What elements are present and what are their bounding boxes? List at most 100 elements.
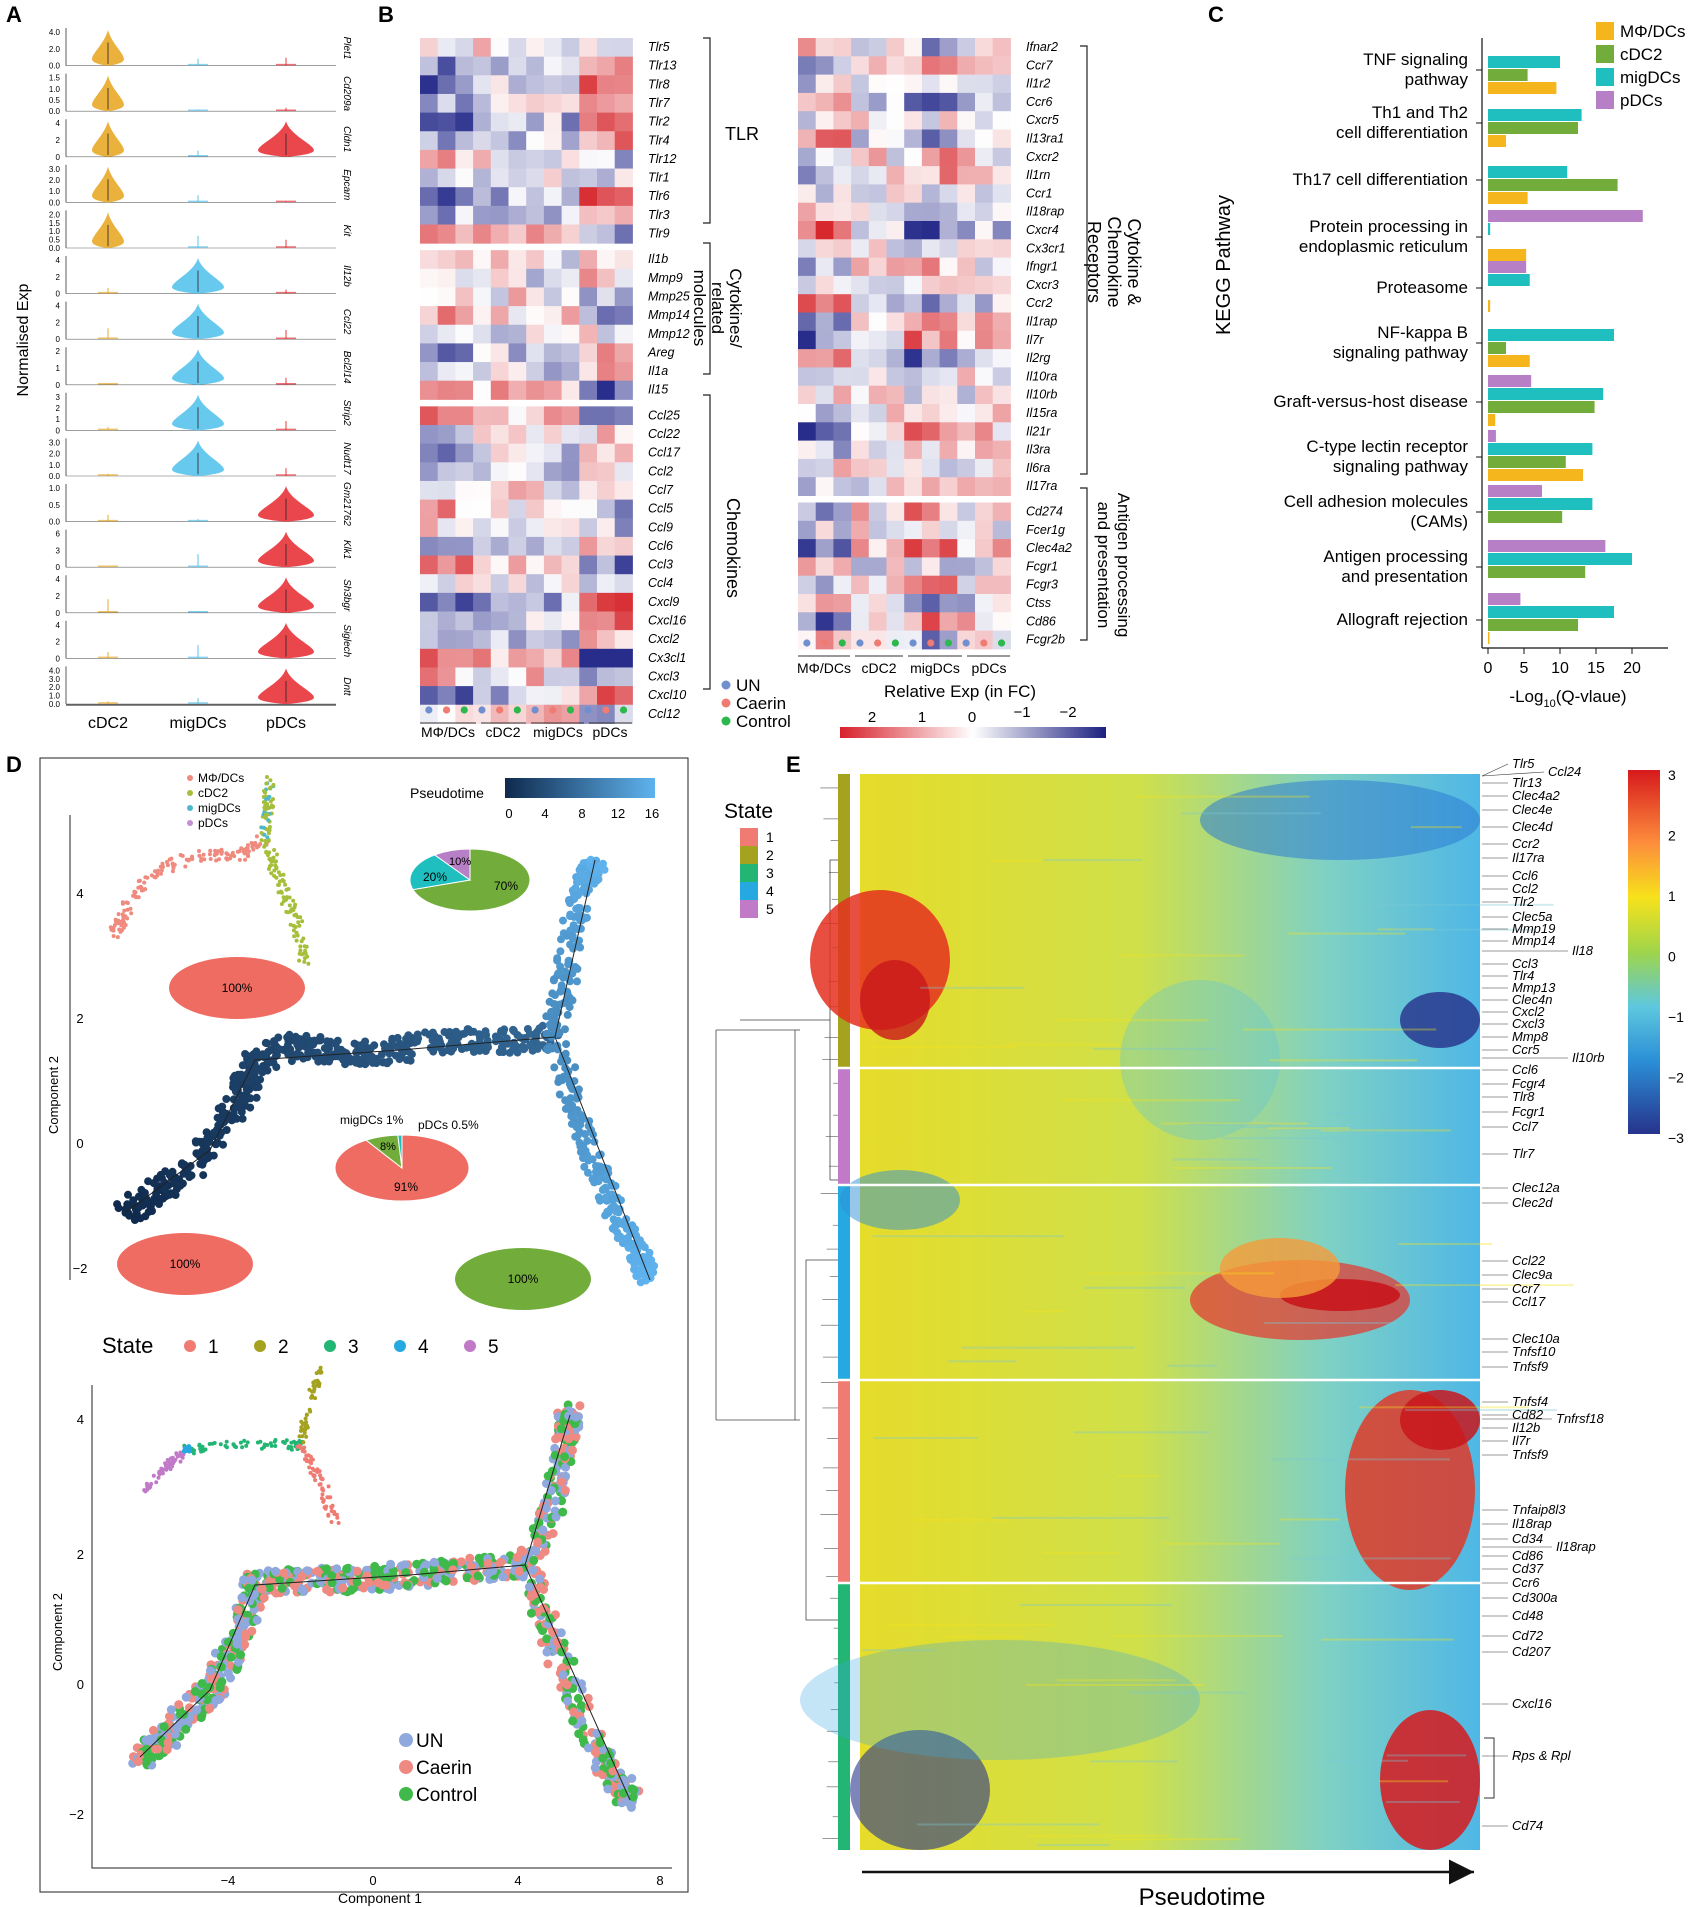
kegg-bar-cDC2 <box>1488 69 1528 81</box>
e-gene-label: Tlr2 <box>1512 894 1535 909</box>
bottom-legend-un: UN <box>416 1731 443 1752</box>
heat-cell <box>939 422 958 442</box>
heat-gene-label: Tlr12 <box>648 152 677 166</box>
cell-point <box>161 1186 170 1195</box>
heat-cell <box>904 367 923 387</box>
heat-cell <box>473 611 492 631</box>
heat-gene-label: Ccl5 <box>648 502 673 516</box>
heat-cell <box>886 385 905 405</box>
cell-point <box>323 1506 328 1511</box>
cell-point <box>183 864 188 869</box>
cell-point <box>575 1401 585 1411</box>
heat-cell <box>543 306 563 326</box>
bottom-legend-caerin: Caerin <box>416 1758 472 1779</box>
cell-point <box>237 849 242 854</box>
heat-cell <box>614 268 633 288</box>
heat-cell <box>992 539 1011 558</box>
cell-point <box>192 1448 196 1453</box>
heat-cell <box>437 205 456 225</box>
cell-point <box>118 929 123 934</box>
violin-ytick: 0.0 <box>49 472 61 481</box>
heat-cell <box>851 202 870 222</box>
heat-cell <box>614 250 633 270</box>
heat-cell <box>975 575 994 595</box>
pie-slice <box>412 848 531 912</box>
heat-cell <box>798 294 817 313</box>
e-gene-label: Ccl17 <box>1512 1294 1546 1309</box>
cell-point <box>203 1149 212 1158</box>
panel-c-ylabel: KEGG Pathway <box>1213 195 1235 335</box>
heat-cell <box>886 404 905 423</box>
sample-dot <box>927 639 935 647</box>
e-colorbar-tick: 1 <box>1668 888 1676 904</box>
heat-cell <box>508 205 527 225</box>
heat-cell <box>473 630 492 650</box>
heat-cell <box>526 93 545 114</box>
cell-point <box>233 1605 243 1615</box>
cell-point <box>160 861 165 866</box>
e-gene-label: Il10rb <box>1572 1050 1605 1065</box>
violin-gene-label: Ccl22 <box>341 309 352 335</box>
heat-gene-label: Il7r <box>1026 333 1044 347</box>
cell-point <box>462 1573 472 1583</box>
group-label-chemokines: Chemokines <box>723 498 743 598</box>
heat-cell <box>490 268 509 288</box>
heat-gene-label: Tlr13 <box>648 59 677 73</box>
e-state-bar <box>838 1068 850 1185</box>
kegg-bar-migDCs <box>1488 329 1614 341</box>
heat-cell <box>597 149 616 170</box>
heat-cell <box>975 239 994 259</box>
heat-cell <box>904 129 923 149</box>
heat-cell <box>490 630 509 650</box>
heat-cell <box>614 168 633 188</box>
cell-point <box>143 1489 148 1494</box>
heat-cell <box>420 131 439 151</box>
heat-cell <box>437 75 456 95</box>
heat-cell <box>992 294 1011 313</box>
cell-point <box>419 1567 429 1577</box>
heat-cell <box>561 462 580 482</box>
heat-cell <box>975 440 994 460</box>
heat-cell <box>526 630 545 650</box>
heat-cell <box>921 147 941 167</box>
heat-cell <box>437 362 456 382</box>
heat-cell <box>490 611 509 631</box>
heat-cell <box>957 520 976 540</box>
cell-point <box>555 1090 564 1099</box>
kegg-bar-migDCs <box>1488 109 1582 121</box>
legend-swatch-migdcs <box>1596 68 1614 86</box>
heat-cell <box>614 686 633 706</box>
heat-cell <box>851 312 870 332</box>
heat-gene-label: Tlr6 <box>648 189 670 203</box>
heat-cell <box>886 502 905 522</box>
cell-point <box>384 1043 393 1051</box>
e-gene-label: Mmp8 <box>1512 1029 1549 1044</box>
heat-cell <box>543 686 563 706</box>
cell-point <box>247 1575 257 1585</box>
cell-point <box>238 1114 247 1123</box>
heat-cell <box>526 518 545 538</box>
heat-gene-label: Ccl22 <box>648 427 680 441</box>
heat-cell <box>614 555 633 575</box>
cell-point <box>122 908 127 913</box>
violin-gene-label: Bcl2l14 <box>341 351 352 384</box>
violin-ytick: 2 <box>56 404 61 413</box>
cell-point <box>137 878 142 883</box>
heat-cell <box>561 224 580 244</box>
cell-point <box>143 887 148 892</box>
panel-a-ylabel: Normalised Exp <box>15 283 32 396</box>
heat-cell <box>904 166 923 185</box>
cell-point <box>491 1037 500 1046</box>
heat-gene-label: Ccl17 <box>648 446 681 460</box>
cell-point <box>281 879 286 884</box>
group-label-receptors-3: Receptors <box>1084 221 1104 303</box>
cell-point <box>259 825 264 830</box>
cell-point <box>519 1045 528 1054</box>
cell-point <box>287 895 292 900</box>
heat-cell <box>561 406 580 426</box>
cell-point <box>156 1475 161 1480</box>
cell-point <box>432 1574 442 1583</box>
cell-point <box>261 1038 270 1047</box>
heat-cell <box>526 480 545 501</box>
cell-point <box>283 882 288 887</box>
